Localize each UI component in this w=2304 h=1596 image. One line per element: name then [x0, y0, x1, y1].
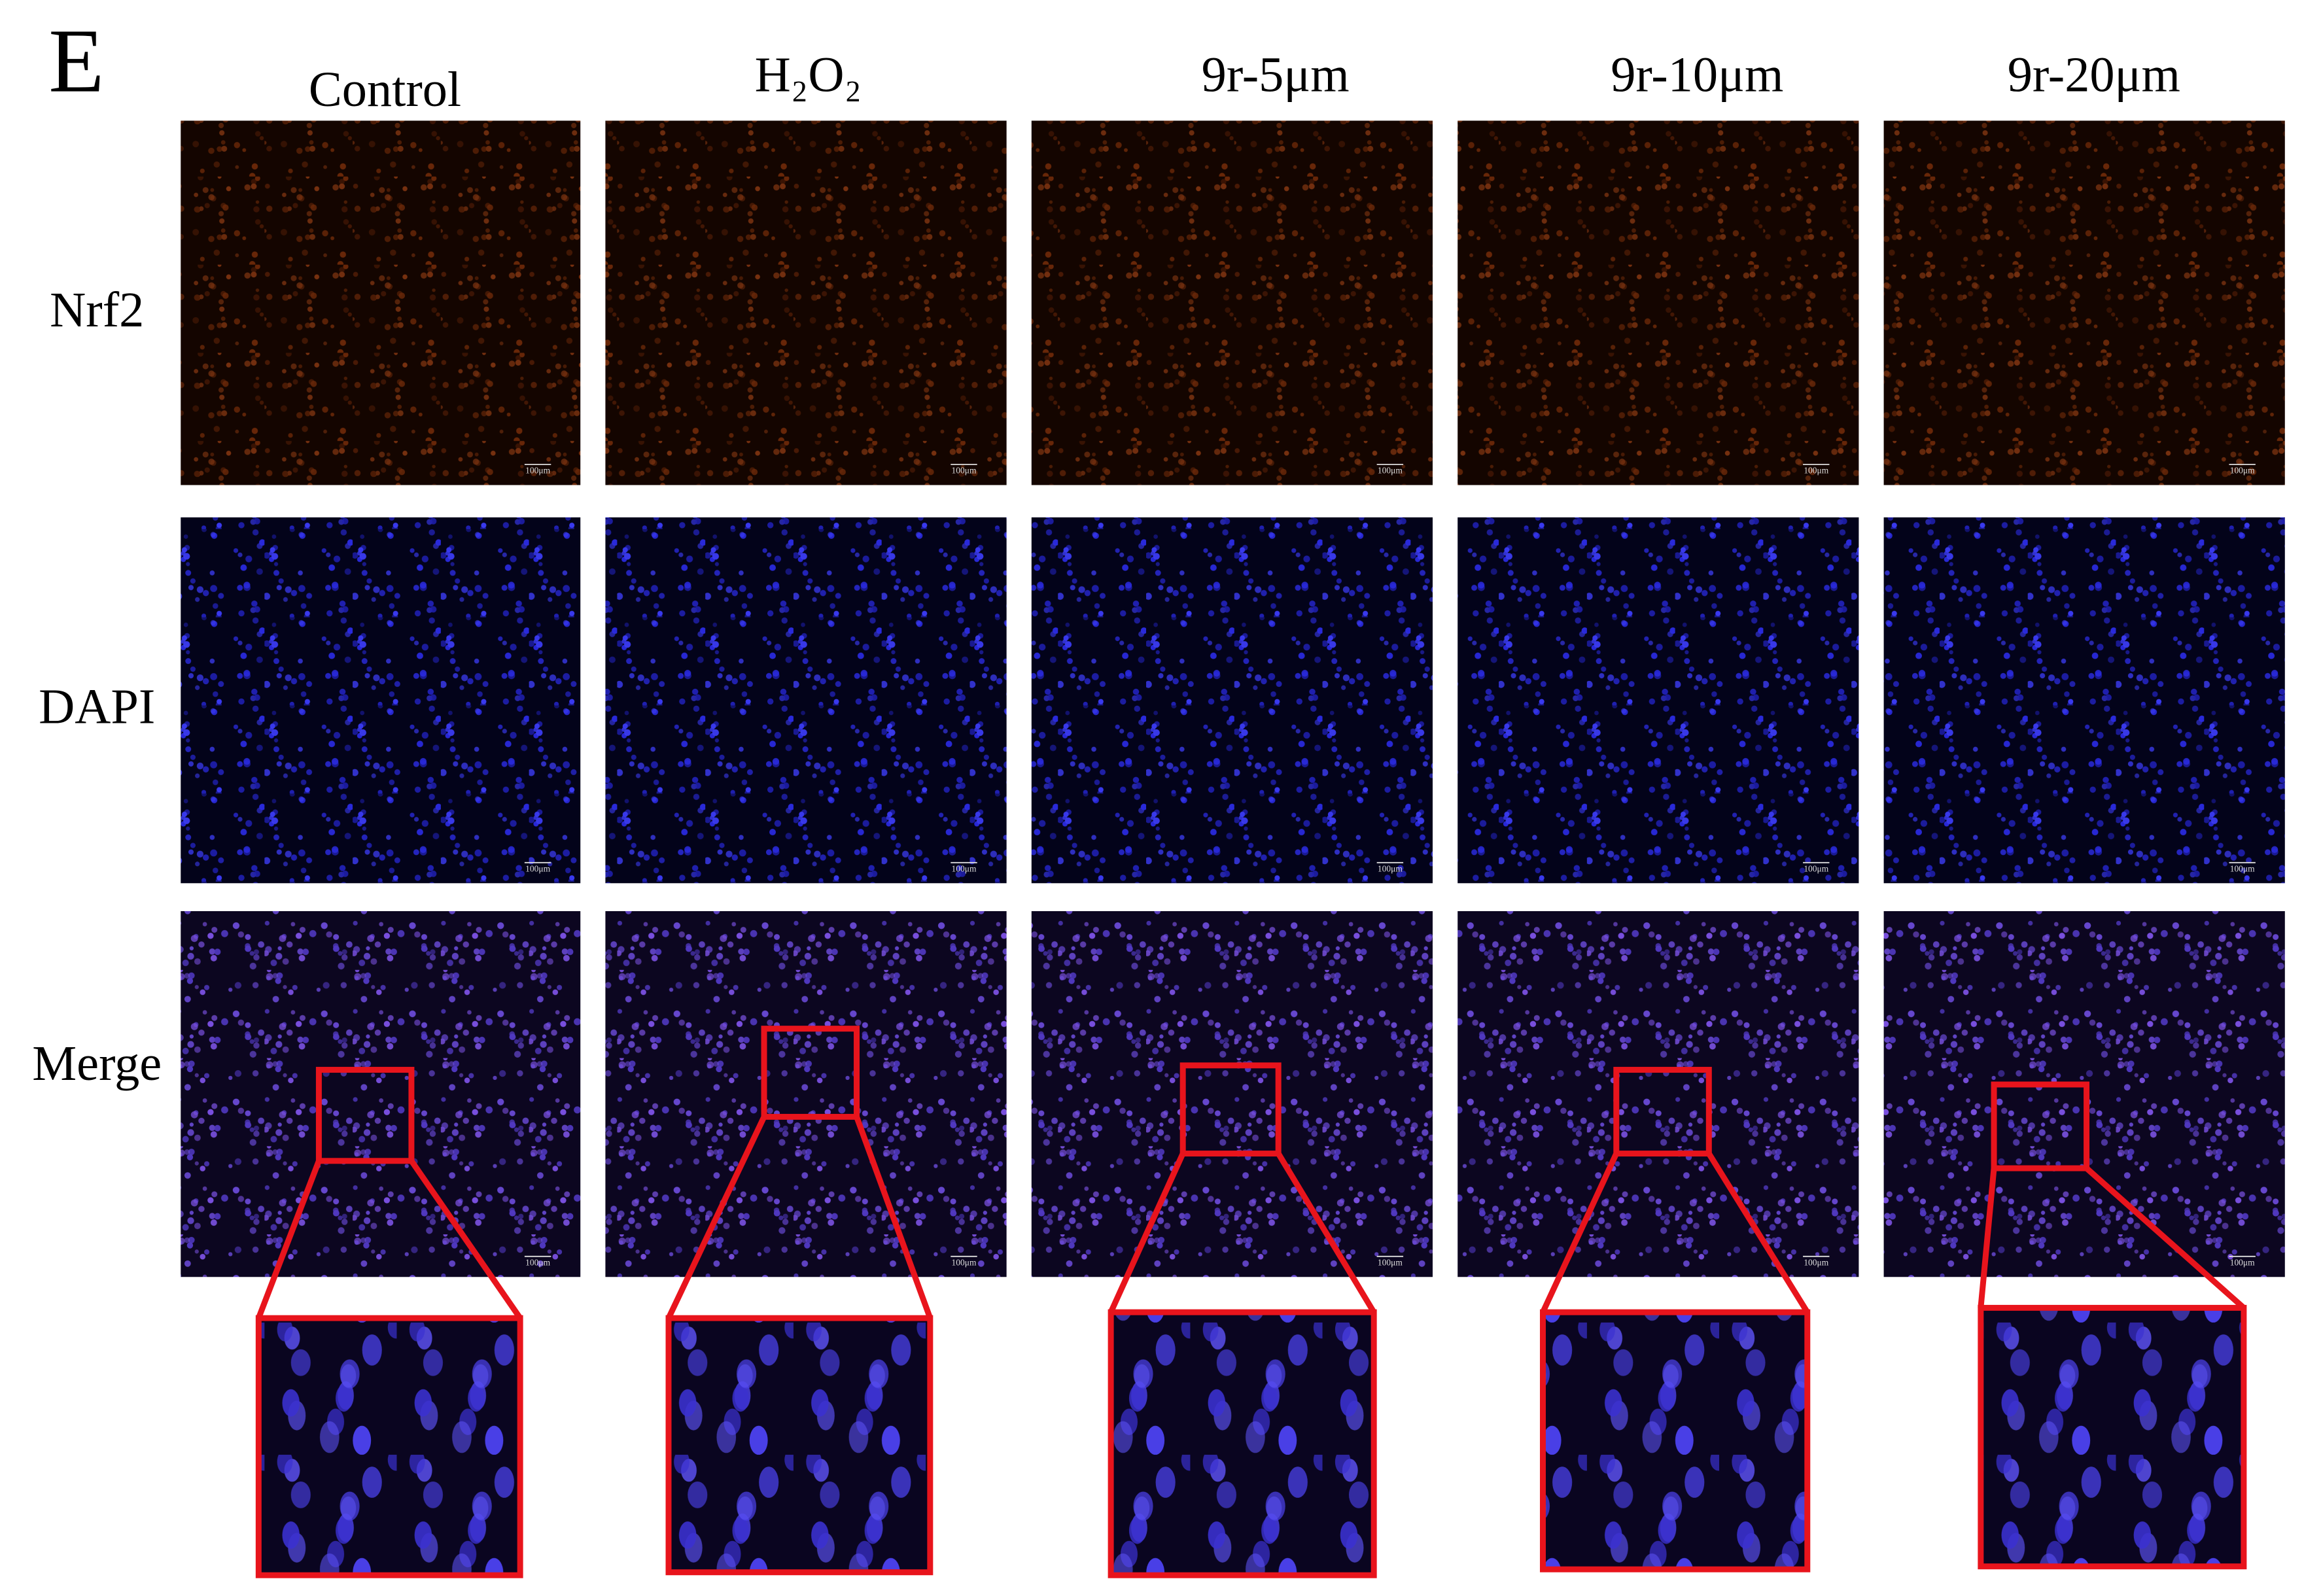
zoom-connector — [409, 1159, 523, 1320]
scale-bar-label: 100μm — [1378, 1257, 1403, 1267]
zoom-frame — [1978, 1304, 2247, 1570]
zoom-connector — [2084, 1166, 2246, 1310]
column-header: Control — [309, 61, 461, 117]
zoom-frame — [1108, 1309, 1377, 1578]
micrograph — [1883, 120, 2285, 485]
zoom-connector — [1108, 1152, 1186, 1314]
zoom-region — [315, 1067, 415, 1164]
zoom-region — [1179, 1062, 1282, 1157]
zoom-inset — [1543, 1312, 1807, 1570]
zoom-connector — [665, 1115, 767, 1320]
zoom-connector — [1540, 1152, 1619, 1314]
micrograph — [1457, 517, 1859, 884]
zoom-connector — [1706, 1152, 1810, 1314]
micrograph — [1457, 911, 1859, 1277]
micrograph — [1031, 120, 1433, 485]
row-label: Merge — [32, 1035, 162, 1091]
zoom-frame — [665, 1315, 934, 1576]
scale-bar-label: 100μm — [1804, 1257, 1828, 1267]
scale-bar-label: 100μm — [1378, 466, 1403, 476]
zoom-connector — [1978, 1168, 1997, 1308]
zoom-connector — [256, 1160, 322, 1319]
scale-bar-label: 100μm — [2230, 1257, 2255, 1267]
scale-bar-label: 100μm — [952, 1257, 977, 1267]
micrograph — [181, 120, 581, 485]
zoom-region — [761, 1026, 860, 1120]
micrograph — [605, 120, 1007, 485]
scale-bar-label: 100μm — [1378, 863, 1403, 873]
column-header: 9r-20μm — [2008, 47, 2180, 103]
row-label: Nrf2 — [50, 282, 144, 338]
zoom-region — [1613, 1067, 1712, 1157]
scale-bar-label: 100μm — [2230, 863, 2255, 873]
row-label: DAPI — [39, 678, 155, 734]
panel-label: E — [48, 11, 104, 112]
zoom-region — [1991, 1081, 2090, 1171]
micrograph — [605, 517, 1007, 884]
micrograph — [605, 911, 1007, 1277]
zoom-frame — [255, 1315, 523, 1578]
micrograph — [181, 911, 581, 1277]
column-header: 9r-5μm — [1202, 47, 1350, 103]
scale-bar-label: 100μm — [952, 466, 977, 476]
zoom-inset — [258, 1318, 521, 1576]
scale-bar-label: 100μm — [952, 863, 977, 873]
zoom-connector — [854, 1115, 934, 1319]
scale-bar-label: 100μm — [525, 466, 550, 476]
zoom-connector — [1276, 1152, 1377, 1314]
micrograph — [1457, 120, 1859, 485]
micrograph — [181, 517, 581, 884]
zoom-inset — [1980, 1308, 2244, 1567]
scale-bar-label: 100μm — [2230, 466, 2255, 476]
column-header: H₂O₂ — [755, 47, 862, 103]
zoom-frame — [1539, 1309, 1811, 1572]
micrograph — [1031, 517, 1433, 884]
scale-bar-label: 100μm — [525, 1257, 550, 1267]
scale-bar-label: 100μm — [525, 863, 550, 873]
zoom-inset — [1111, 1312, 1374, 1576]
zoom-inset — [669, 1318, 930, 1572]
micrograph — [1031, 911, 1433, 1277]
column-header: 9r-10μm — [1611, 47, 1783, 103]
scale-bar-label: 100μm — [1804, 863, 1828, 873]
micrograph — [1883, 517, 2285, 884]
scale-bar-label: 100μm — [1804, 466, 1828, 476]
